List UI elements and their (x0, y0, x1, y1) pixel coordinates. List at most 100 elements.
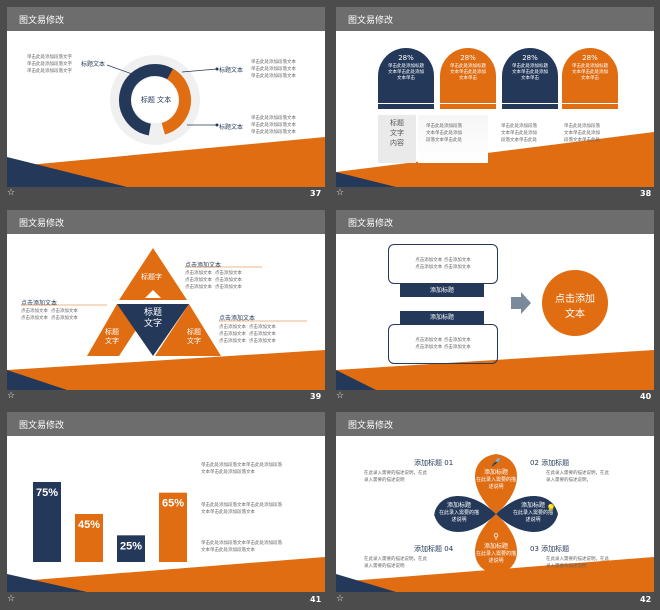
bar-label-1: 75% (36, 487, 58, 499)
side-label: 标题 文字 内容 (378, 115, 416, 163)
add-title-button-2[interactable]: 添加标题 (400, 311, 484, 324)
bar-chart: 75% 45% 25% 65% (33, 482, 187, 562)
star-icon: ☆ (7, 594, 16, 604)
right-text-2: 单击此处添加段落文本 单击此处添加段落文本 单击此处添加段落文本 (251, 116, 296, 135)
slide-header: 图文易修改 (7, 7, 325, 31)
card-bar-3 (502, 104, 558, 109)
left-triangle-label: 标题 文字 (105, 328, 119, 345)
slide-header: 图文易修改 (336, 7, 654, 31)
note-3: 单击此处添加段落文本单击此处添加段落 文本单击此处添加段落文本 (201, 541, 282, 553)
petal-left: 添加标题 在此录入需要的描 述说明 (438, 502, 479, 523)
petal-diagram (434, 454, 558, 574)
bar-label-3: 25% (120, 540, 142, 552)
star-icon: ☆ (336, 391, 345, 401)
right-head-2: 点击添加文本 (219, 315, 256, 322)
item-03-desc: 在此录入需要的描述说明，在此 录入需要的描述说明 (546, 557, 609, 569)
slide-title: 图文易修改 (348, 219, 394, 229)
bar-1 (33, 482, 61, 562)
item-02: 02 添加标题 (530, 459, 570, 467)
center-label: 标题 文字 (144, 308, 163, 329)
slide-number: 40 (640, 392, 652, 401)
slide-header: 图文易修改 (336, 412, 654, 436)
card-4: 28% 单击此处添加标题 文本单击此处添加 文本单击 (562, 48, 618, 103)
footer-shape (336, 350, 654, 390)
card-pct: 28% (582, 54, 598, 62)
footer-shape (336, 557, 654, 592)
col-3: 单击此处添加段落 文本单击此处添加 段落文本单击此处 (564, 124, 600, 143)
add-title-button-1[interactable]: 添加标题 (400, 284, 484, 297)
item-04: 添加标题 04 (414, 545, 454, 553)
microphone-icon: 🎤 (491, 458, 501, 467)
bottom-text-box: 点击添加文本 点击添加文本 点击添加文本 点击添加文本 (388, 324, 498, 364)
footer-shape (336, 132, 654, 187)
link-icon: ⚲ (493, 532, 499, 541)
bar-label-2: 45% (78, 519, 100, 531)
item-02-desc: 在此录入需要的描述说明，在此 录入需要的描述说明， (546, 471, 609, 483)
footer-shape (7, 350, 325, 390)
bar-label-4: 65% (162, 498, 184, 510)
arrow-right-icon (511, 292, 531, 314)
slide-37[interactable]: 图文易修改 标题 文本 单击此处添加段落文字 单击此处添加段落文字 单击此处添加段落… (7, 7, 325, 187)
slide-header: 图文易修改 (7, 210, 325, 234)
slide-header: 图文易修改 (336, 210, 654, 234)
petal-top: 🎤 添加标题 在此录入需要的描 述说明 (475, 458, 516, 490)
connector-lines (106, 64, 219, 127)
card-pct: 28% (522, 54, 538, 62)
triangle-diagram (87, 248, 221, 356)
item-01-desc: 在此录入需要的描述说明，在此 录入需要的描述说明 (364, 471, 427, 483)
slide-41[interactable]: 图文易修改 75% 45% 25% 65% 单击此处添加段落文本单击此处添加段落 文本单… (7, 412, 325, 592)
petal-right: 添加标题 在此录入需要的描 述说明 (512, 502, 553, 523)
slide-39[interactable]: 图文易修改 标题字 标题 文字 标题 文字 标题 文字 点击添加文本 点击添加文… (7, 210, 325, 390)
right-label-2: 标题文本 (219, 124, 244, 131)
slide-title: 图文易修改 (19, 421, 65, 431)
star-icon: ☆ (336, 188, 345, 198)
slide-38[interactable]: 图文易修改 28% 单击此处添加标题 文本单击此处添加 文本单击 28% 单击此处添… (336, 7, 654, 187)
right-triangle-label: 标题 文字 (187, 328, 201, 345)
left-text: 单击此处添加段落文字 单击此处添加段落文字 单击此处添加段落文字 (27, 55, 72, 74)
card-bar-4 (562, 104, 618, 109)
slide-header: 图文易修改 (7, 412, 325, 436)
slide-title: 图文易修改 (19, 16, 65, 26)
item-03: 03 添加标题 (530, 545, 570, 553)
card-pct: 28% (398, 54, 414, 62)
right-head-1: 点击添加文本 (185, 262, 222, 269)
right-text-2: 点击添加文本 点击添加文本 点击添加文本 点击添加文本 点击添加文本 点击添加文本 (219, 325, 276, 344)
slide-title: 图文易修改 (348, 421, 394, 431)
footer-shape (7, 137, 325, 187)
item-04-desc: 在此录入需要的描述说明，在此 录入需要的描述说明 (364, 557, 427, 569)
note-2: 单击此处添加段落文本单击此处添加段落 文本单击此处添加段落文本 (201, 503, 282, 515)
card-bar-1 (378, 104, 434, 109)
left-label: 标题文本 (81, 61, 106, 68)
connector-lines (21, 266, 307, 322)
slide-42[interactable]: 图文易修改 🎤 添加标题 在此录入需要的描 述说明 添加标题 在此录入需要的描 … (336, 412, 654, 592)
right-label-1: 标题文本 (219, 67, 244, 74)
top-triangle-label: 标题字 (141, 273, 162, 281)
donut-chart: 标题 文本 (107, 55, 207, 159)
note-1: 单击此处添加段落文本单击此处添加段落 文本单击此处添加段落文本 (201, 463, 282, 475)
star-icon: ☆ (7, 188, 16, 198)
card-1: 28% 单击此处添加标题 文本单击此处添加 文本单击 (378, 48, 434, 103)
left-text: 点击添加文本 点击添加文本 点击添加文本 点击添加文本 (21, 309, 78, 321)
col-bg (418, 115, 488, 163)
right-text-1: 单击此处添加段落文本 单击此处添加段落文本 单击此处添加段落文本 (251, 60, 296, 79)
footer-shape (7, 557, 325, 592)
slide-title: 图文易修改 (348, 16, 394, 26)
slide-number: 37 (310, 189, 322, 198)
card-pct: 28% (460, 54, 476, 62)
col-1: 单击此处添加段落 文本单击此处添加 段落文本单击此处 (426, 124, 462, 143)
bar-2 (75, 514, 103, 562)
card-bar-2 (440, 104, 496, 109)
slide-number: 42 (640, 595, 652, 604)
col-2: 单击此处添加段落 文本单击此处添加 段落文本单击此处 (501, 124, 537, 143)
bar-4 (159, 492, 187, 562)
petal-bottom: ⚲ 添加标题 在此录入需要的描 述说明 (475, 532, 516, 564)
slide-40[interactable]: 图文易修改 点击添加文本 点击添加文本 点击添加文本 点击添加文本 添加标题 添加… (336, 210, 654, 390)
bar-3 (117, 535, 145, 562)
highlight-circle: 点击添加 文本 (542, 270, 608, 336)
item-01: 添加标题 01 (414, 459, 454, 467)
card-3: 28% 单击此处添加标题 文本单击此处添加 文本单击 (502, 48, 558, 103)
top-text-box: 点击添加文本 点击添加文本 点击添加文本 点击添加文本 (388, 244, 498, 284)
donut-center-label: 标题 文本 (140, 96, 172, 104)
share-icon: ⋖ (430, 508, 436, 516)
card-2: 28% 单击此处添加标题 文本单击此处添加 文本单击 (440, 48, 496, 103)
